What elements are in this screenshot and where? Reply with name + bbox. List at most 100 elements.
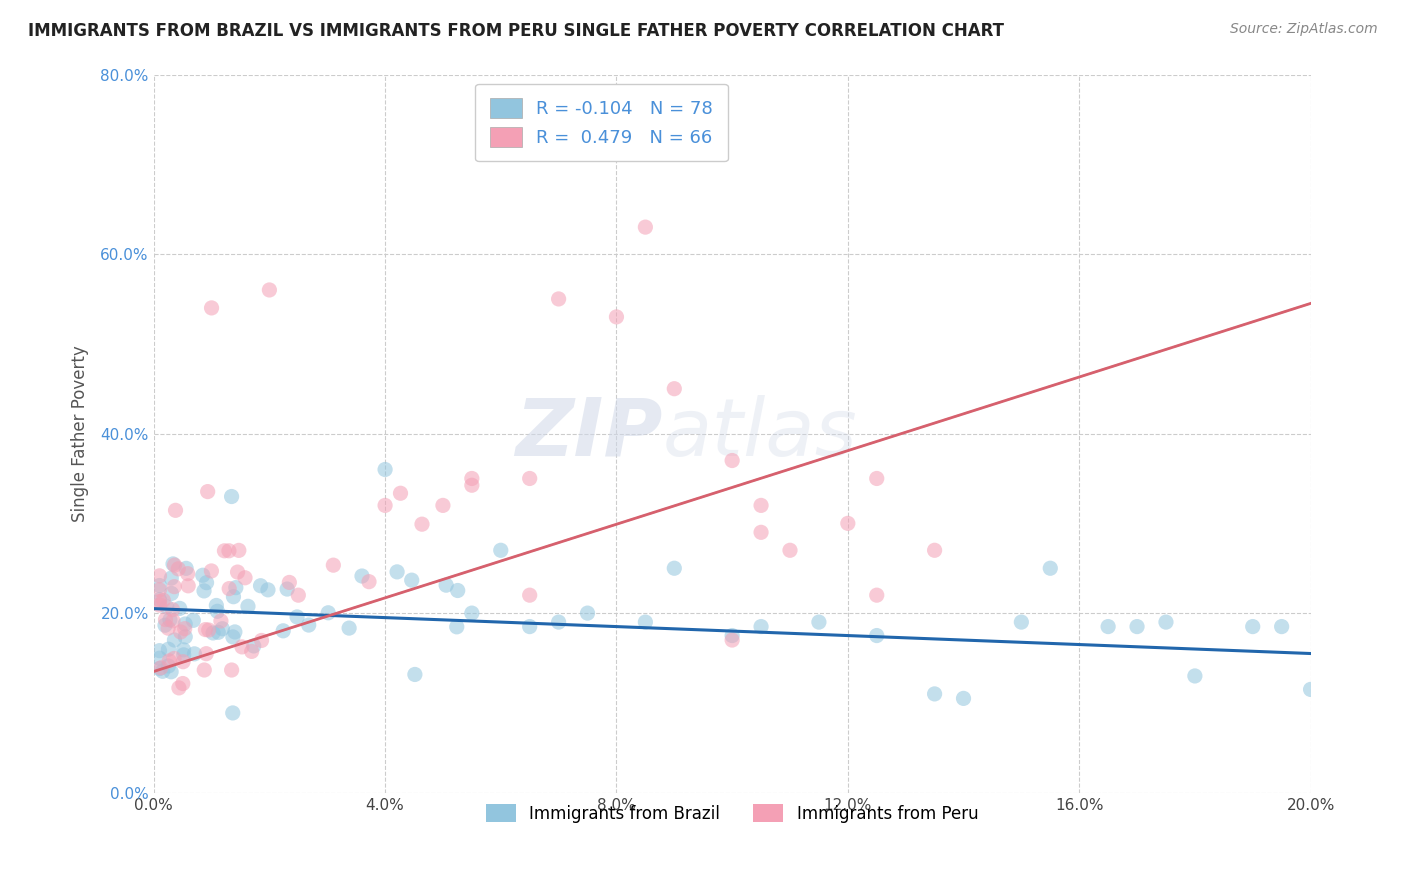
- Point: [350, 569, 373, 583]
- Point: [432, 499, 454, 513]
- Point: [298, 618, 321, 632]
- Point: [207, 604, 229, 618]
- Point: [547, 292, 569, 306]
- Point: [205, 599, 228, 613]
- Point: [169, 624, 191, 639]
- Point: [155, 613, 177, 627]
- Point: [218, 582, 240, 596]
- Point: [749, 499, 772, 513]
- Point: [177, 579, 200, 593]
- Point: [167, 562, 190, 576]
- Point: [257, 582, 280, 597]
- Point: [236, 599, 259, 614]
- Point: [276, 582, 298, 596]
- Point: [207, 625, 229, 640]
- Point: [837, 516, 859, 531]
- Point: [749, 619, 772, 633]
- Point: [159, 613, 181, 627]
- Point: [952, 691, 974, 706]
- Point: [149, 661, 172, 675]
- Point: [519, 471, 541, 485]
- Point: [148, 594, 170, 608]
- Point: [519, 588, 541, 602]
- Point: [221, 663, 243, 677]
- Point: [209, 614, 232, 628]
- Point: [664, 382, 686, 396]
- Point: [163, 632, 186, 647]
- Point: [183, 647, 205, 661]
- Point: [148, 598, 170, 612]
- Point: [152, 593, 174, 607]
- Point: [222, 630, 245, 644]
- Point: [152, 665, 174, 679]
- Point: [285, 610, 308, 624]
- Point: [211, 622, 233, 636]
- Point: [194, 623, 217, 637]
- Point: [924, 543, 946, 558]
- Point: [1299, 682, 1322, 697]
- Point: [316, 606, 339, 620]
- Point: [148, 582, 170, 597]
- Point: [1184, 669, 1206, 683]
- Point: [664, 561, 686, 575]
- Y-axis label: Single Father Poverty: Single Father Poverty: [72, 345, 89, 522]
- Point: [221, 490, 243, 504]
- Point: [411, 517, 433, 532]
- Point: [807, 615, 830, 629]
- Point: [337, 621, 360, 635]
- Point: [162, 557, 184, 571]
- Point: [547, 615, 569, 629]
- Point: [172, 676, 194, 690]
- Point: [214, 543, 236, 558]
- Point: [162, 614, 184, 628]
- Point: [389, 486, 412, 500]
- Point: [148, 569, 170, 583]
- Point: [231, 640, 253, 654]
- Point: [193, 663, 215, 677]
- Point: [226, 565, 249, 579]
- Point: [148, 643, 170, 657]
- Point: [195, 647, 218, 661]
- Point: [749, 525, 772, 540]
- Point: [1039, 561, 1062, 575]
- Point: [250, 633, 273, 648]
- Point: [447, 583, 470, 598]
- Point: [162, 603, 184, 617]
- Point: [519, 619, 541, 633]
- Point: [160, 665, 183, 679]
- Point: [193, 583, 215, 598]
- Point: [461, 478, 484, 492]
- Point: [153, 618, 176, 632]
- Point: [156, 599, 179, 614]
- Text: ZIP: ZIP: [516, 394, 662, 473]
- Point: [148, 651, 170, 665]
- Point: [163, 558, 186, 573]
- Point: [148, 592, 170, 607]
- Point: [404, 667, 426, 681]
- Point: [167, 681, 190, 695]
- Point: [163, 651, 186, 665]
- Point: [157, 654, 180, 668]
- Point: [866, 471, 889, 485]
- Point: [197, 623, 219, 637]
- Point: [157, 642, 180, 657]
- Point: [1126, 619, 1149, 633]
- Point: [157, 621, 180, 635]
- Point: [200, 564, 222, 578]
- Point: [202, 626, 225, 640]
- Point: [924, 687, 946, 701]
- Point: [176, 566, 198, 581]
- Point: [1241, 619, 1264, 633]
- Point: [169, 601, 191, 615]
- Point: [721, 453, 744, 467]
- Point: [195, 575, 218, 590]
- Point: [576, 606, 599, 620]
- Point: [173, 622, 195, 636]
- Point: [1097, 619, 1119, 633]
- Point: [357, 574, 380, 589]
- Point: [174, 630, 197, 644]
- Point: [218, 543, 240, 558]
- Point: [446, 620, 468, 634]
- Point: [374, 499, 396, 513]
- Point: [278, 575, 301, 590]
